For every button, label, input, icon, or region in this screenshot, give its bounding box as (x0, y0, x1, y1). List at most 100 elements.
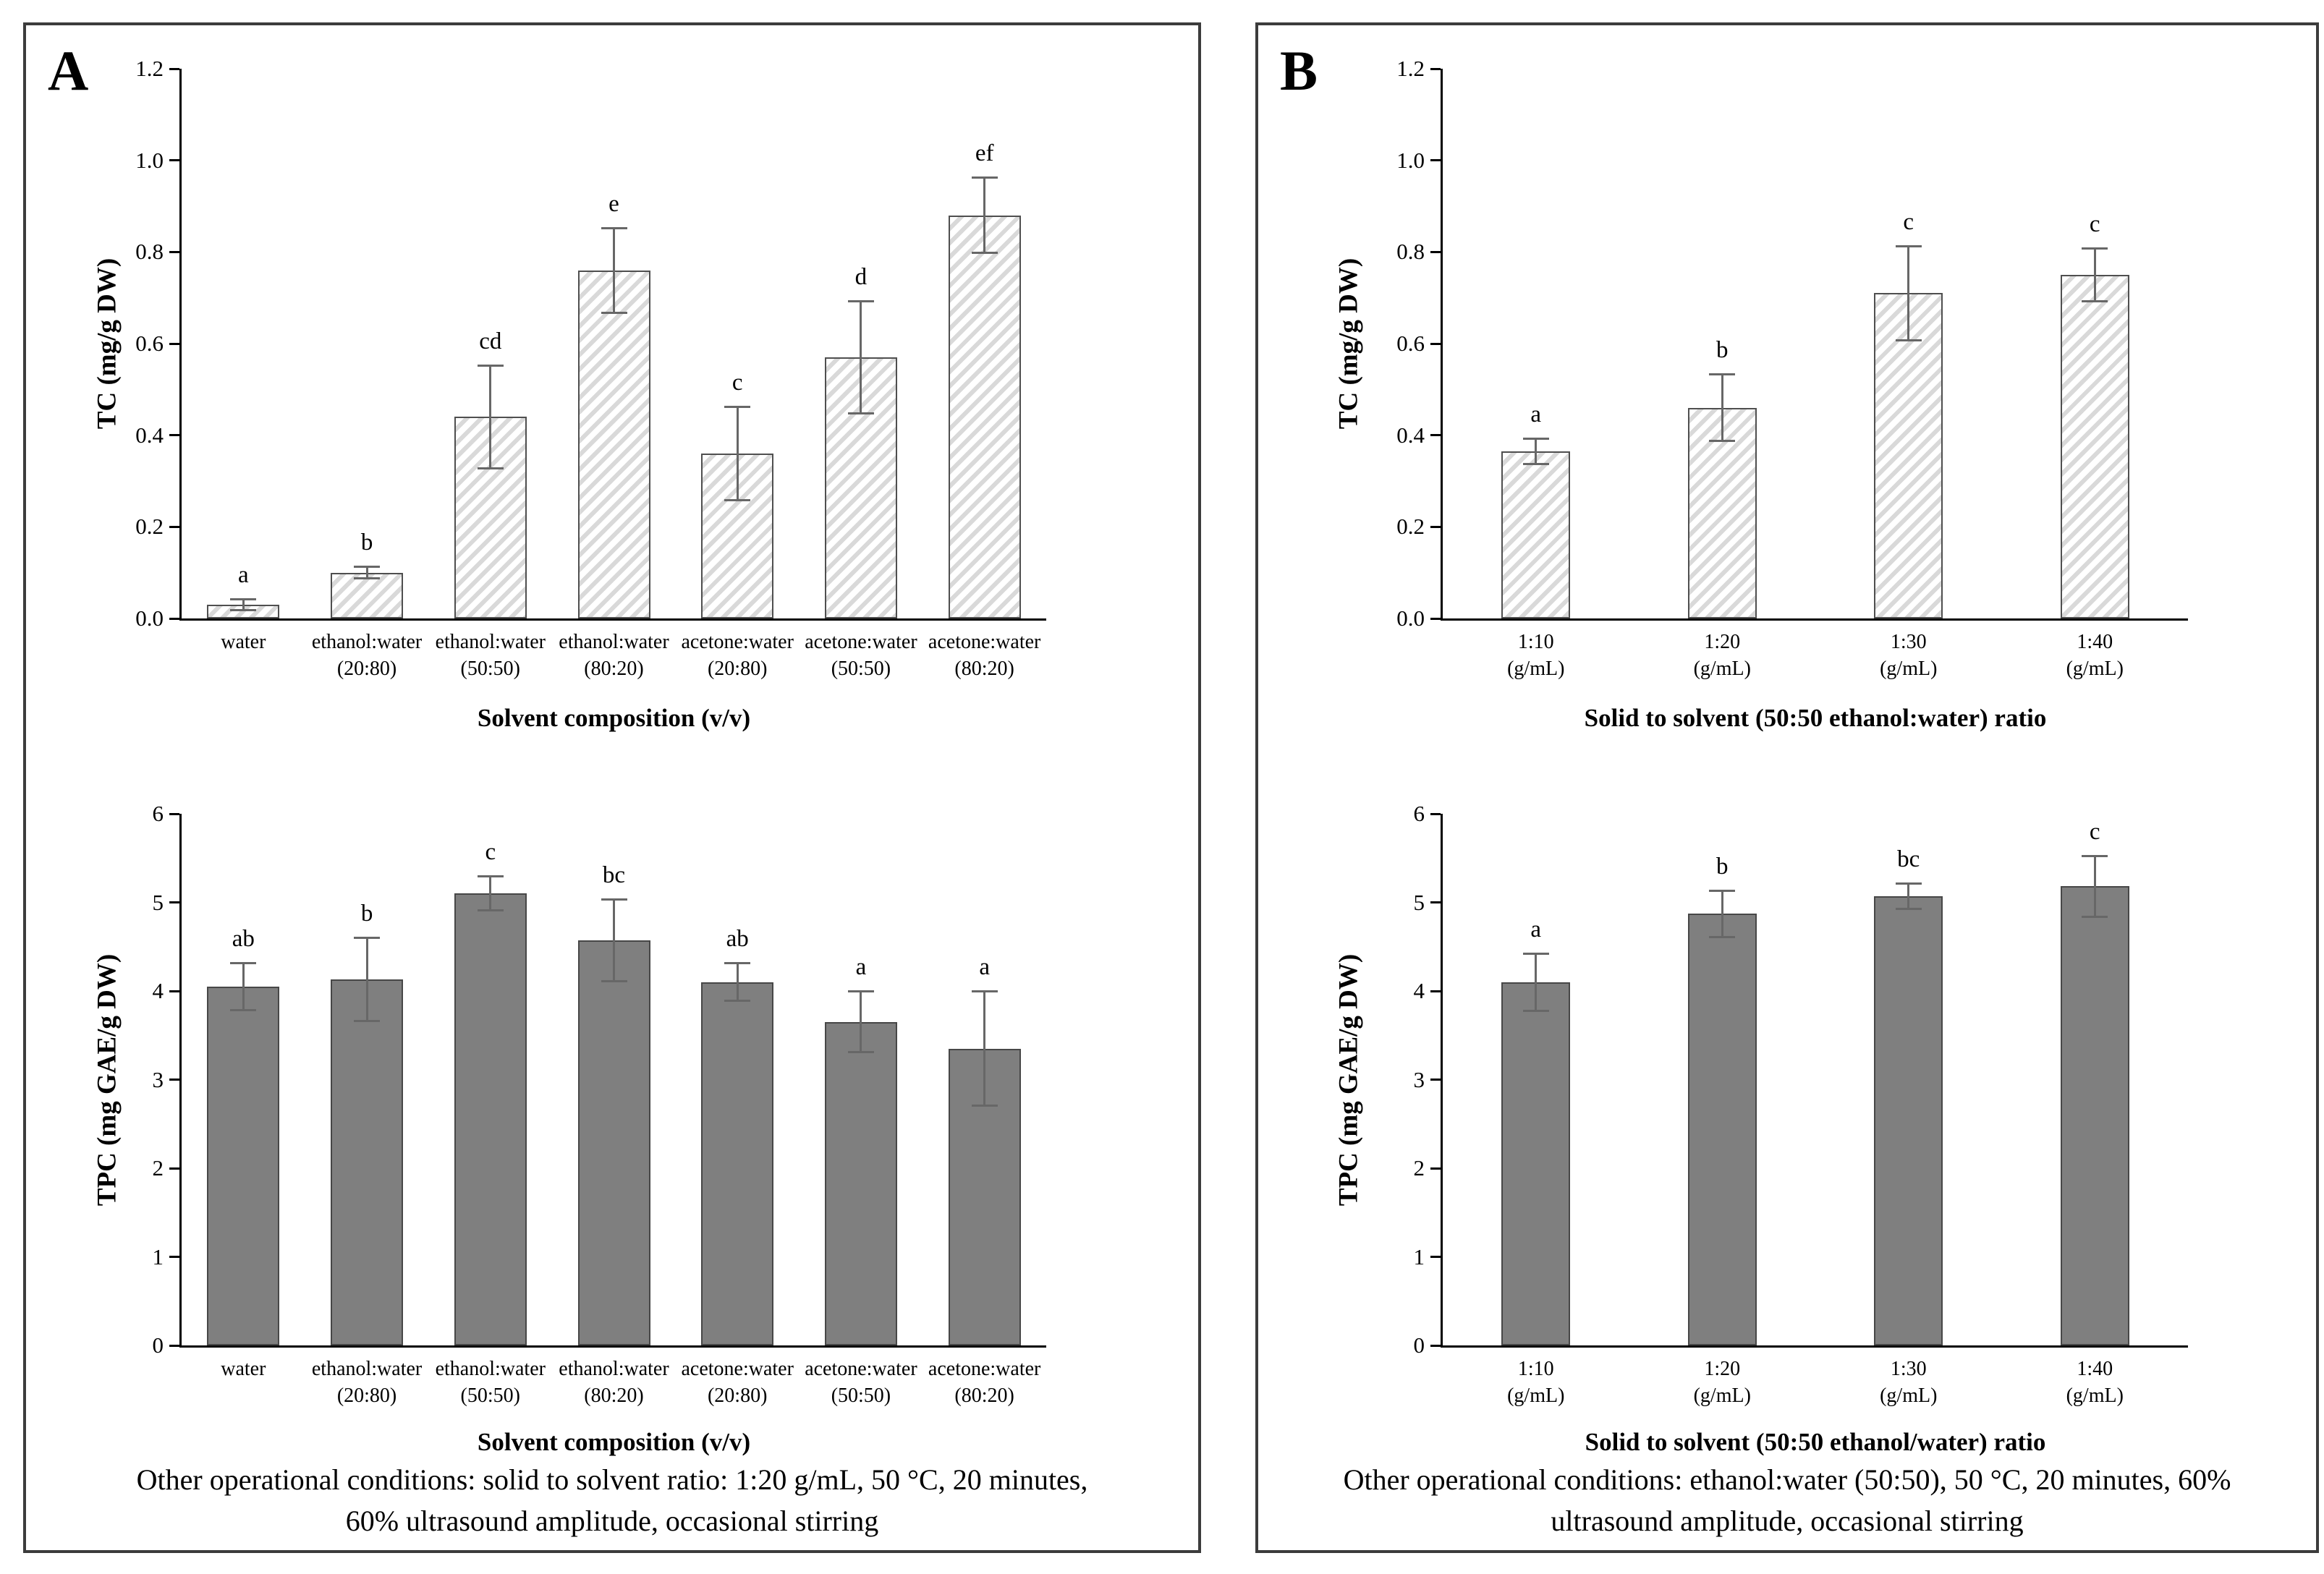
category-label: 1:30 (g/mL) (1815, 629, 2002, 682)
y-tick-label: 1.0 (1396, 147, 1425, 173)
sig-letter: a (855, 954, 867, 981)
category-label-line: acetone:water (805, 1358, 917, 1380)
bar-1-40 (2060, 275, 2129, 618)
sig-letter: b (1716, 853, 1729, 880)
y-tick-mark (1430, 812, 1441, 815)
error-cap-bottom (1522, 1009, 1549, 1012)
error-cap-top (2082, 247, 2108, 250)
y-tick-mark (169, 342, 179, 345)
category-label-line: water (221, 1358, 266, 1380)
category-label-line: ethanol:water (435, 1358, 546, 1380)
category-label: acetone:water (20:80) (676, 629, 800, 682)
x-axis-line (179, 1345, 1046, 1348)
error-cap-top (1895, 245, 1922, 247)
y-tick-mark (169, 67, 179, 70)
sig-letter: bc (1897, 846, 1920, 872)
y-tick-mark (169, 159, 179, 162)
sig-letter: ab (726, 926, 749, 953)
error-cap-bottom (847, 412, 874, 414)
x-axis-line (1441, 618, 2188, 621)
error-cap-bottom (847, 1051, 874, 1054)
error-cap-bottom (477, 909, 504, 912)
y-tick-label: 2 (152, 1155, 164, 1180)
sig-letter: c (731, 369, 743, 396)
y-tick-mark (169, 617, 179, 620)
y-tick-label: 0.4 (1396, 422, 1425, 448)
error-cap-bottom (477, 467, 504, 469)
error-cap-top (601, 898, 627, 901)
plot-area: 0.0 0.2 0.4 0.6 0.8 1.0 1.2 a water b ethanol:wate… (135, 56, 1046, 680)
y-tick-mark (1430, 342, 1441, 345)
error-bar (860, 992, 862, 1052)
error-cap-bottom (2082, 299, 2108, 302)
y-tick-mark (1430, 1256, 1441, 1258)
y-tick-label: 5 (152, 889, 164, 915)
category-label-line: (g/mL) (1880, 1384, 1938, 1407)
category-label-line: 1:40 (2077, 631, 2113, 653)
category-label-line: ethanol:water (311, 1358, 423, 1380)
error-cap-bottom (2082, 915, 2108, 918)
category-label-line: (50:50) (831, 658, 891, 680)
plot-area: 0 1 2 3 4 5 6 ab water b ethanol:water (20:80) c etha… (153, 801, 1046, 1407)
y-tick-mark (169, 250, 179, 253)
category-label-line: (80:20) (954, 658, 1014, 680)
category-label: acetone:water (50:50) (800, 629, 923, 682)
category-label-line: (g/mL) (1880, 658, 1938, 680)
y-tick-label: 0.6 (135, 331, 164, 356)
sig-letter: b (1716, 337, 1729, 364)
category-label: ethanol:water (80:20) (552, 1356, 676, 1409)
y-tick-mark (169, 1344, 179, 1347)
x-axis-title: Solid to solvent (50:50 ethanol/water) r… (1585, 1428, 2046, 1456)
category-label-line: acetone:water (928, 631, 1041, 653)
y-tick-label: 1.2 (135, 56, 164, 81)
error-cap-bottom (230, 1008, 257, 1011)
error-bar (1721, 375, 1723, 440)
category-label-line: acetone:water (805, 631, 917, 653)
error-cap-top (724, 405, 751, 408)
sig-letter: d (854, 264, 868, 290)
error-cap-bottom (724, 499, 751, 502)
y-tick-mark (169, 434, 179, 437)
category-label-line: (20:80) (336, 658, 397, 680)
sig-letter: c (485, 839, 496, 866)
category-label-line: 1:30 (1890, 631, 1927, 653)
y-axis-title: TC (mg/g DW) (92, 258, 122, 430)
category-label-line: (g/mL) (1507, 1384, 1565, 1407)
sig-letter: c (2089, 211, 2100, 238)
category-label-line: ethanol:water (435, 631, 546, 653)
error-cap-bottom (1709, 936, 1736, 939)
y-tick-label: 0 (1413, 1332, 1425, 1358)
error-bar (1721, 891, 1723, 937)
error-bar (2093, 857, 2096, 916)
category-label: acetone:water (80:20) (923, 629, 1046, 682)
error-cap-top (1709, 373, 1736, 376)
error-cap-bottom (601, 980, 627, 983)
category-label-line: (50:50) (460, 658, 520, 680)
y-tick-mark (1430, 990, 1441, 992)
bar-ethanol-water (577, 940, 650, 1345)
error-cap-top (1522, 438, 1549, 440)
y-tick-label: 1 (1413, 1243, 1425, 1269)
y-tick-mark (169, 1079, 179, 1081)
error-cap-bottom (1895, 339, 1922, 341)
error-cap-top (847, 300, 874, 302)
panel-a-tpc-chart: 0 1 2 3 4 5 6 ab water b ethanol:water (20:80) c etha… (69, 796, 1155, 1526)
y-tick-mark (169, 901, 179, 903)
error-bar (365, 568, 368, 577)
error-cap-top (477, 875, 504, 878)
sig-letter: bc (602, 862, 626, 889)
error-cap-top (1709, 889, 1736, 892)
category-label: ethanol:water (50:50) (428, 1356, 552, 1409)
category-label: 1:40 (g/mL) (2002, 1356, 2189, 1409)
panel-a-label: A (48, 39, 89, 102)
y-tick-label: 0.0 (1396, 605, 1425, 631)
category-label: acetone:water (20:80) (676, 1356, 800, 1409)
sig-letter: ef (975, 140, 994, 166)
category-label: water (182, 629, 305, 655)
category-label: ethanol:water (50:50) (428, 629, 552, 682)
y-tick-mark (169, 1256, 179, 1258)
error-bar (736, 964, 739, 1000)
bar-acetone-water (948, 215, 1021, 618)
panel-b-tpc-chart: 0 1 2 3 4 5 6 a 1:10 (g/mL) b 1:20 (g/mL) bc 1:30 (g/mL… (1298, 796, 2268, 1526)
y-tick-label: 0.6 (1396, 331, 1425, 356)
